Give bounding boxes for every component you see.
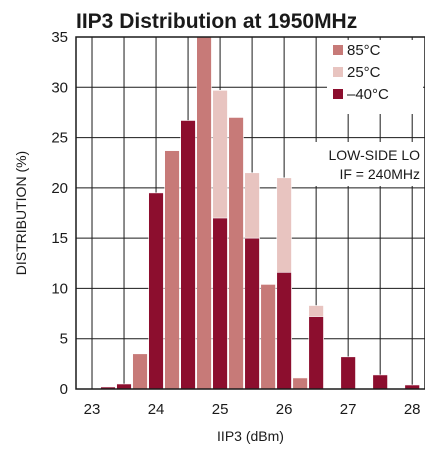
y-tick-label: 30 — [51, 79, 68, 96]
y-tick-label: 35 — [51, 29, 68, 46]
bar-series-0-bin-3 — [132, 353, 148, 390]
y-tick-label: 5 — [60, 331, 68, 348]
chart-title: IIP3 Distribution at 1950MHz — [76, 10, 357, 33]
legend-swatch-minus40c — [333, 89, 343, 99]
y-tick-label: 10 — [51, 280, 68, 297]
legend: 85°C 25°C –40°C — [327, 40, 423, 114]
bar-series-2-bin-10 — [244, 237, 260, 390]
bar-series-0-bin-5 — [164, 150, 180, 390]
annotation-line-1: LOW-SIDE LO — [328, 147, 420, 163]
x-tick-label: 25 — [212, 401, 229, 418]
legend-swatch-85c — [333, 45, 343, 55]
bar-series-0-bin-11 — [260, 284, 276, 390]
bar-series-0-bin-7 — [196, 36, 212, 390]
y-tick-labels: 0 5 10 15 20 25 30 35 — [51, 29, 68, 398]
bar-series-2-bin-12 — [276, 272, 292, 390]
bar-series-0-bin-9 — [228, 117, 244, 390]
bar-series-2-bin-8 — [212, 217, 228, 390]
y-tick-label: 20 — [51, 180, 68, 197]
legend-label-minus40c: –40°C — [347, 86, 389, 103]
x-tick-label: 26 — [276, 401, 293, 418]
legend-swatch-25c — [333, 67, 343, 77]
y-tick-label: 25 — [51, 130, 68, 147]
annotation-line-2: IF = 240MHz — [339, 166, 420, 182]
x-tick-label: 24 — [148, 401, 165, 418]
bar-series-2-bin-4 — [148, 192, 164, 390]
x-tick-label: 28 — [404, 401, 421, 418]
bar-series-2-bin-2 — [116, 383, 132, 390]
annotation: LOW-SIDE LO IF = 240MHz — [310, 142, 423, 186]
x-tick-label: 23 — [84, 401, 101, 418]
x-axis-label: IIP3 (dBm) — [217, 428, 284, 444]
bars-group — [100, 36, 420, 390]
y-tick-label: 0 — [60, 381, 68, 398]
y-axis-label: DISTRIBUTION (%) — [13, 151, 29, 275]
legend-label-85c: 85°C — [347, 42, 381, 59]
x-tick-label: 27 — [340, 401, 357, 418]
x-tick-labels: 23 24 25 26 27 28 — [84, 401, 421, 418]
bar-series-2-bin-18 — [372, 374, 388, 390]
y-tick-label: 15 — [51, 230, 68, 247]
bar-series-2-bin-14 — [308, 316, 324, 390]
plot-frame — [75, 36, 425, 390]
legend-label-25c: 25°C — [347, 64, 381, 81]
bar-series-0-bin-13 — [292, 377, 308, 390]
bar-series-2-bin-16 — [340, 356, 356, 390]
bar-series-2-bin-6 — [180, 120, 196, 390]
